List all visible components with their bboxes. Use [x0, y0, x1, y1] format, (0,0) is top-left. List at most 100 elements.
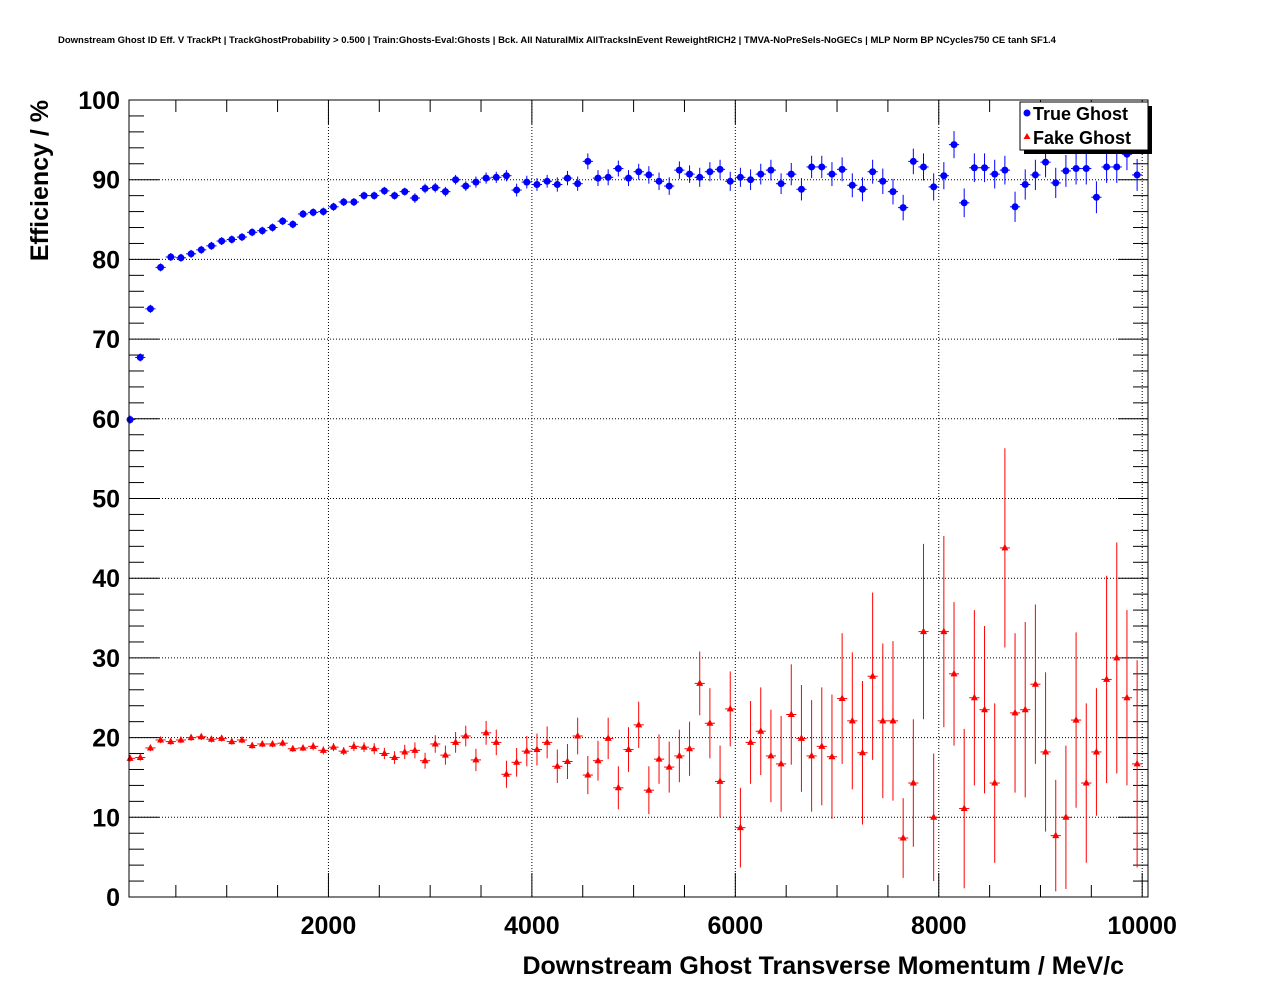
plot-frame [128, 99, 1149, 898]
fake-ghost-point [655, 755, 663, 762]
fake-ghost-point [197, 732, 205, 740]
true-ghost-point [441, 188, 449, 196]
fake-ghost-point [472, 755, 480, 763]
fake-ghost-point [258, 739, 266, 747]
fake-ghost-point [787, 710, 795, 717]
fake-ghost-point [207, 735, 215, 742]
true-ghost-point [136, 353, 144, 361]
fake-ghost-point [665, 763, 673, 770]
true-ghost-point [370, 192, 378, 200]
true-ghost-point [1001, 166, 1009, 174]
fake-ghost-point [319, 746, 327, 753]
fake-ghost-point [1052, 831, 1060, 839]
legend: True Ghost Fake Ghost [1019, 101, 1152, 154]
y-tick-label: 70 [92, 326, 120, 354]
fake-ghost-point [431, 739, 439, 747]
fake-ghost-point [502, 770, 510, 777]
fake-ghost-point [299, 743, 307, 751]
true-ghost-point [950, 141, 958, 149]
fake-ghost-point [604, 734, 612, 741]
true-ghost-point [899, 204, 907, 212]
fake-ghost-point [991, 779, 999, 786]
true-ghost-point [533, 180, 541, 188]
true-ghost-point [523, 178, 531, 186]
true-ghost-point [797, 185, 805, 193]
true-ghost-point [655, 177, 663, 185]
y-tick-label: 40 [92, 565, 120, 593]
x-tick-labels: 2000 4000 6000 8000 10000 [301, 912, 1177, 940]
fake-ghost-point [1062, 813, 1070, 820]
true-ghost-point [777, 180, 785, 188]
fake-ghost-point [1021, 705, 1029, 713]
fake-ghost-point [1113, 653, 1121, 661]
fake-ghost-point [563, 757, 571, 765]
true-ghost-point [828, 170, 836, 178]
fake-ghost-point [838, 694, 846, 702]
true-ghost-point [1042, 158, 1050, 166]
true-ghost-point [1092, 193, 1100, 201]
true-ghost-point [411, 194, 419, 202]
true-ghost-point [991, 170, 999, 178]
true-ghost-point [309, 208, 317, 216]
data-markers [126, 141, 1141, 841]
true-ghost-point [543, 177, 551, 185]
true-ghost-point [452, 176, 460, 184]
fake-ghost-point [360, 743, 368, 750]
fake-ghost-point [747, 738, 755, 745]
y-tick-label: 50 [92, 486, 120, 514]
fake-ghost-point [401, 747, 409, 755]
true-ghost-point [1031, 171, 1039, 179]
fake-ghost-point [1092, 747, 1100, 755]
fake-ghost-point [441, 751, 449, 758]
true-ghost-point [625, 174, 633, 182]
true-ghost-point [767, 166, 775, 174]
fake-ghost-point [309, 742, 317, 749]
fake-ghost-point [421, 756, 429, 764]
fake-ghost-point [970, 693, 978, 701]
legend-fake-ghost-marker [1023, 133, 1031, 139]
true-ghost-point [218, 237, 226, 245]
fake-ghost-point [330, 743, 338, 750]
true-ghost-point [1082, 165, 1090, 173]
true-ghost-point [706, 168, 714, 176]
legend-true-ghost-label: True Ghost [1033, 104, 1128, 124]
fake-ghost-point [1001, 543, 1009, 551]
fake-ghost-point [452, 738, 460, 745]
fake-ghost-point [869, 672, 877, 679]
true-ghost-point [614, 165, 622, 173]
true-ghost-point [1113, 163, 1121, 171]
true-ghost-point [513, 186, 521, 194]
fake-ghost-point [482, 728, 490, 736]
true-ghost-point [726, 177, 734, 185]
fake-ghost-point [696, 679, 704, 686]
true-ghost-point [157, 263, 165, 271]
fake-ghost-point [380, 749, 388, 757]
fake-ghost-point [533, 745, 541, 753]
fake-ghost-point [167, 737, 175, 745]
fake-ghost-point [462, 732, 470, 739]
true-ghost-point [146, 305, 154, 313]
fake-ghost-point [350, 742, 358, 749]
fake-ghost-point [1133, 759, 1141, 767]
true-ghost-point [1133, 171, 1141, 179]
fake-ghost-point [1011, 708, 1019, 716]
fake-ghost-point [126, 754, 134, 761]
fake-ghost-point [981, 705, 989, 713]
true-ghost-point [909, 157, 917, 165]
true-ghost-point [340, 198, 348, 206]
x-tick-label: 4000 [504, 912, 560, 940]
true-ghost-point [492, 173, 500, 181]
x-tick-label: 6000 [708, 912, 764, 940]
fake-ghost-point [828, 752, 836, 760]
fake-ghost-point [238, 735, 246, 743]
y-tick-label: 90 [92, 167, 120, 195]
true-ghost-point [848, 181, 856, 189]
true-ghost-point [421, 184, 429, 192]
fake-ghost-point [187, 733, 195, 741]
fake-ghost-point [1123, 693, 1131, 701]
true-ghost-point [574, 180, 582, 188]
fake-ghost-point [625, 745, 633, 753]
y-tick-label: 80 [92, 246, 120, 274]
y-axis-title: Efficiency / % [26, 100, 54, 261]
